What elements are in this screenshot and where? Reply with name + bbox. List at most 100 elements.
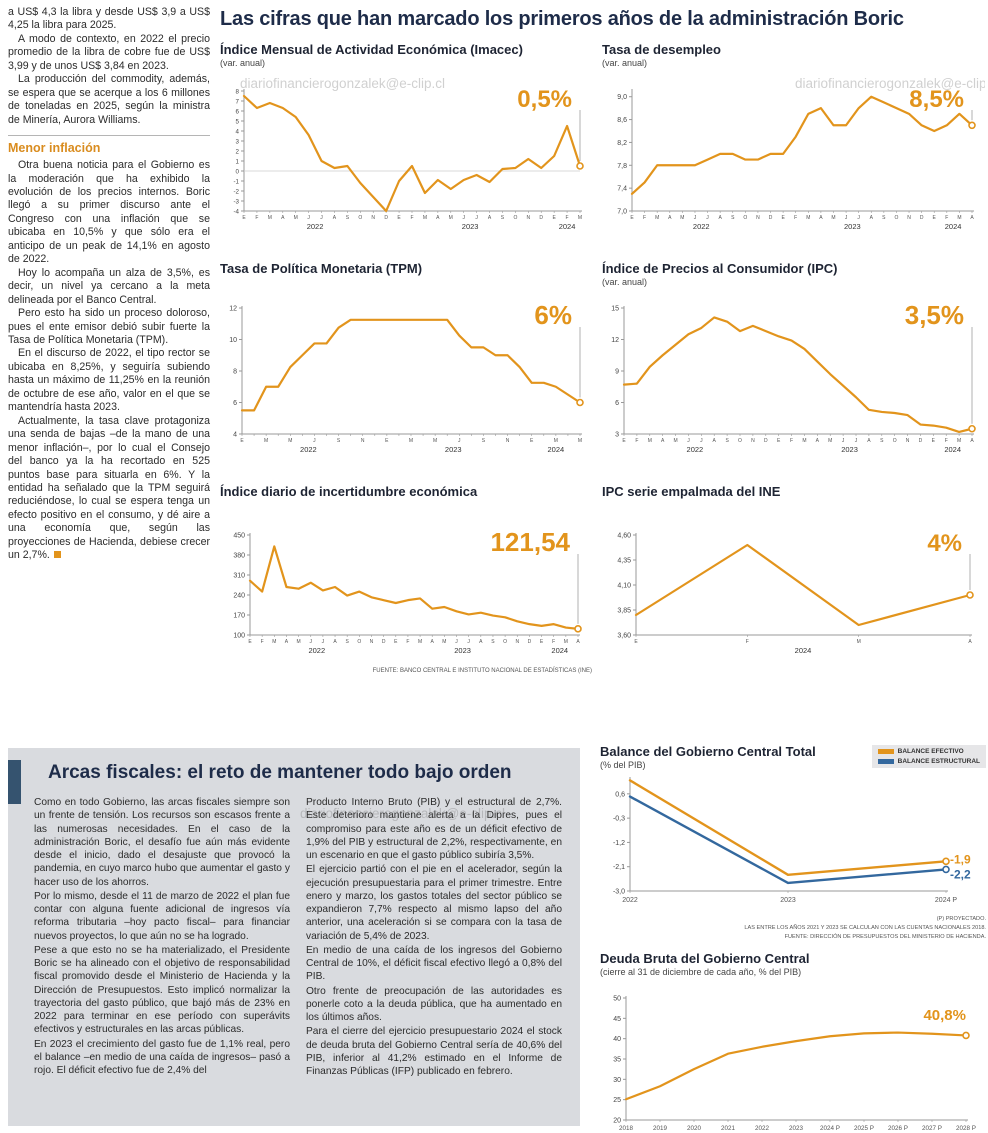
svg-text:20: 20 [613,1117,621,1124]
svg-text:M: M [578,215,582,221]
svg-text:S: S [346,215,350,221]
svg-text:J: J [320,215,323,221]
svg-text:J: J [845,215,848,221]
svg-text:N: N [751,438,755,444]
charts-grid: Índice Mensual de Actividad Económica (I… [220,42,984,666]
svg-text:8,6: 8,6 [617,117,627,124]
svg-text:A: A [713,438,717,444]
svg-text:6: 6 [233,400,237,407]
svg-text:M: M [828,438,832,444]
fiscal-panel-header: Arcas fiscales: el reto de mantener todo… [8,748,580,804]
svg-text:A: A [668,215,672,221]
svg-text:M: M [409,438,413,444]
svg-text:M: M [831,215,835,221]
note: (P) PROYECTADO. [936,915,986,922]
chart-subtitle: (cierre al 31 de diciembre de cada año, … [600,966,802,977]
svg-text:380: 380 [233,552,245,559]
svg-text:4: 4 [236,128,240,135]
svg-text:2022: 2022 [307,222,324,231]
svg-text:J: J [855,438,858,444]
svg-text:N: N [370,639,374,645]
svg-text:M: M [433,438,437,444]
svg-text:J: J [313,438,316,444]
svg-text:A: A [488,215,492,221]
legend-swatch-efectivo [877,749,894,754]
chart-subtitle [602,500,984,511]
svg-text:F: F [410,215,413,221]
svg-text:E: E [385,438,389,444]
legend-label: BALANCE ESTRUCTURAL [897,758,980,765]
paragraph: En medio de una caída de los ingresos de… [306,944,562,983]
svg-text:8,2: 8,2 [617,140,627,147]
svg-text:M: M [648,438,652,444]
svg-text:D: D [764,438,768,444]
svg-text:O: O [503,639,507,645]
svg-text:S: S [501,215,505,221]
svg-text:9: 9 [615,368,619,375]
svg-text:N: N [371,215,375,221]
svg-text:40,8%: 40,8% [923,1007,966,1024]
charts-section: Las cifras que han marcado los primeros … [220,8,984,674]
svg-text:O: O [357,639,361,645]
svg-text:D: D [528,639,532,645]
svg-text:E: E [240,438,244,444]
chart-subtitle [220,500,592,511]
svg-text:2022: 2022 [622,897,638,904]
svg-text:D: D [382,639,386,645]
svg-text:N: N [526,215,530,221]
ipc_ine-chart-svg: 4,60 4,35 4,10 3,85 3,60E F M A 2024 4% [617,530,974,655]
chart-subtitle: (var. anual) [602,57,648,68]
svg-text:A: A [718,215,722,221]
svg-text:D: D [919,438,923,444]
chart-card-incertidumbre: Índice diario de incertidumbre económica… [220,484,592,666]
bottom-charts: Balance del Gobierno Central Total (% de… [600,744,986,1133]
svg-text:2025 P: 2025 P [854,1125,874,1132]
svg-text:A: A [968,639,972,645]
svg-text:-3: -3 [233,198,239,205]
chart-title: Índice de Precios al Consumidor (IPC) [602,260,838,276]
svg-text:D: D [920,215,924,221]
svg-text:J: J [309,639,312,645]
svg-text:E: E [552,215,556,221]
svg-text:O: O [738,438,742,444]
svg-text:2023: 2023 [780,897,796,904]
chart-title: Índice Mensual de Actividad Económica (I… [220,42,523,57]
chart-card-desempleo: Tasa de desempleo (var. anual) 9,0 8,6 8,2… [602,42,984,242]
svg-text:A: A [661,438,665,444]
svg-text:6: 6 [615,400,619,407]
svg-text:4%: 4% [927,530,962,557]
svg-text:2024: 2024 [945,222,962,231]
svg-text:-1,2: -1,2 [613,840,625,847]
note: LAS ENTRE LOS AÑOS 2021 Y 2023 SE CALCUL… [744,924,986,931]
paragraph: A modo de contexto, en 2022 el precio pr… [8,32,210,72]
svg-text:O: O [358,215,362,221]
svg-text:E: E [622,438,626,444]
left-article-column: a US$ 4,3 la libra y desde US$ 3,9 a US$… [8,6,210,563]
svg-text:N: N [361,438,365,444]
svg-text:M: M [297,639,301,645]
chart-title: IPC serie empalmada del INE [602,483,781,499]
svg-text:9,0: 9,0 [617,94,627,101]
balance-notes: (P) PROYECTADO. LAS ENTRE LOS AÑOS 2021 … [600,915,986,942]
fiscal-column-2: Producto Interno Bruto (PIB) y el estruc… [306,796,562,1079]
chart-subtitle: (var. anual) [220,57,266,68]
svg-text:D: D [769,215,773,221]
paragraph: Otro frente de preocupación de las autor… [306,985,562,1024]
main-headline: Las cifras que han marcado los primeros … [220,8,904,30]
balance-chart-svg: 0,6 -0,3 -1,2 -2,1 -3,0 2022 2023 2024 P -1,9-2,… [613,776,971,904]
svg-text:F: F [643,215,646,221]
svg-text:M: M [680,215,684,221]
copper-paragraphs: a US$ 4,3 la libra y desde US$ 3,9 a US$… [8,6,210,127]
svg-text:E: E [394,639,398,645]
svg-text:40: 40 [613,1036,621,1043]
svg-text:E: E [530,438,534,444]
svg-text:S: S [882,215,886,221]
svg-text:450: 450 [233,532,245,539]
chart-subtitle: (% del PIB) [600,759,646,770]
paragraph: La producción del commodity, además, se … [8,73,210,126]
svg-text:5: 5 [236,118,240,125]
svg-text:8,5%: 8,5% [909,86,964,113]
svg-text:J: J [857,215,860,221]
svg-text:4,35: 4,35 [617,557,631,564]
